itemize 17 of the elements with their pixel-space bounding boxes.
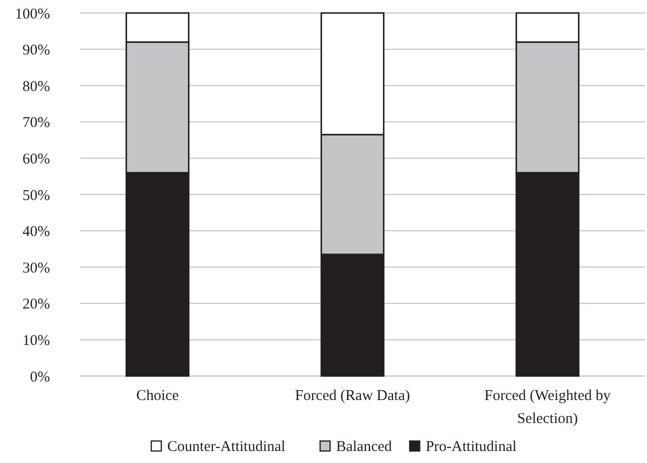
y-tick-label: 0% [30,369,50,386]
y-tick-label: 20% [22,296,50,313]
legend-label: Counter-Attitudinal [167,439,286,455]
y-tick-label: 40% [22,224,50,240]
x-tick-label: Choice [136,388,180,404]
y-tick-label: 70% [22,115,50,132]
y-tick-label: 30% [22,260,50,276]
legend-label: Pro-Attitudinal [426,439,517,455]
y-tick-label: 10% [22,332,50,349]
y-tick-label: 90% [22,42,50,59]
y-tick-label: 60% [22,151,50,168]
x-tick-label: Forced (Raw Data) [295,388,410,404]
x-tick-label: Forced (Weighted by Selection) [484,388,612,427]
y-tick-label: 50% [22,188,50,204]
y-tick-label: 100% [15,6,50,22]
legend-label: Balanced [336,439,392,455]
y-tick-label: 80% [22,78,50,95]
